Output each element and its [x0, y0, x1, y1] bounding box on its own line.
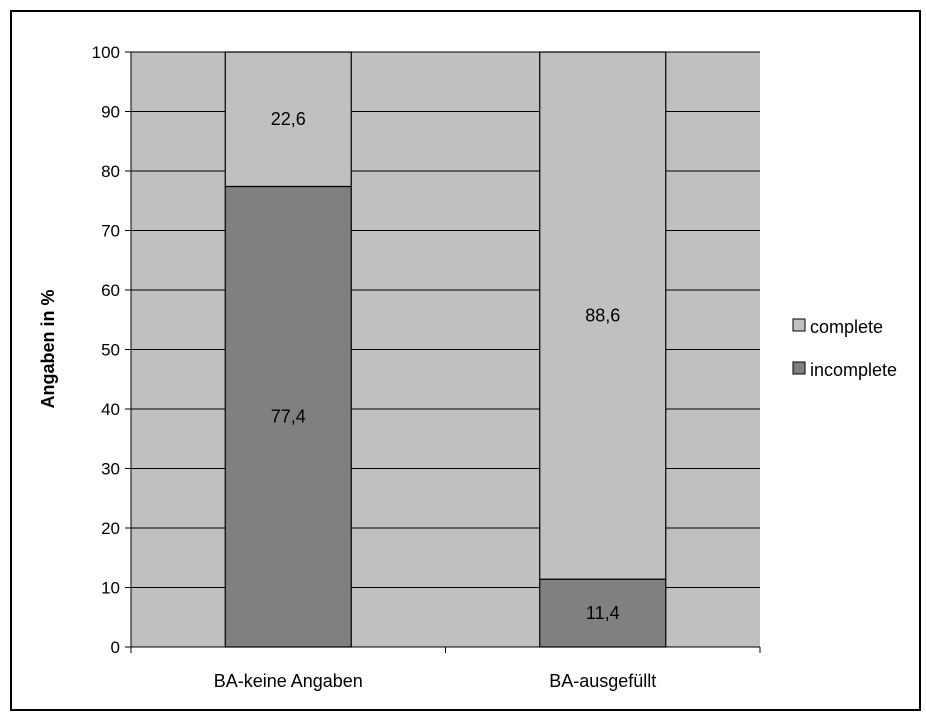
y-tick-label: 20: [101, 519, 120, 538]
y-tick-label: 100: [92, 43, 120, 62]
data-label-complete-2: 88,6: [585, 306, 620, 326]
x-category-label: BA-keine Angaben: [214, 671, 363, 691]
y-tick-label: 0: [111, 638, 120, 657]
legend-box-complete: [792, 318, 806, 332]
y-tick-label: 90: [101, 103, 120, 122]
bar-complete-1: [224, 51, 352, 188]
y-tick-label: 40: [101, 400, 120, 419]
legend-label-incomplete: incomplete: [810, 360, 897, 380]
y-tick-label: 70: [101, 222, 120, 241]
y-axis-title: Angaben in %: [38, 289, 58, 408]
y-tick-label: 10: [101, 579, 120, 598]
data-label-complete-1: 22,6: [271, 109, 306, 129]
y-tick-label: 60: [101, 281, 120, 300]
data-label-incomplete-2: 11,4: [586, 603, 620, 623]
legend-label-complete: complete: [810, 317, 883, 337]
x-category-label: BA-ausgefüllt: [549, 671, 656, 691]
legend-box-incomplete: [792, 361, 806, 375]
y-tick-label: 50: [101, 341, 120, 360]
data-label-incomplete-1: 77,4: [271, 407, 306, 427]
y-tick-label: 30: [101, 460, 120, 479]
legend: complete incomplete: [792, 317, 897, 380]
y-tick-label: 80: [101, 162, 120, 181]
bar-incomplete-1: [224, 185, 352, 648]
bar-complete-2: [539, 51, 667, 580]
